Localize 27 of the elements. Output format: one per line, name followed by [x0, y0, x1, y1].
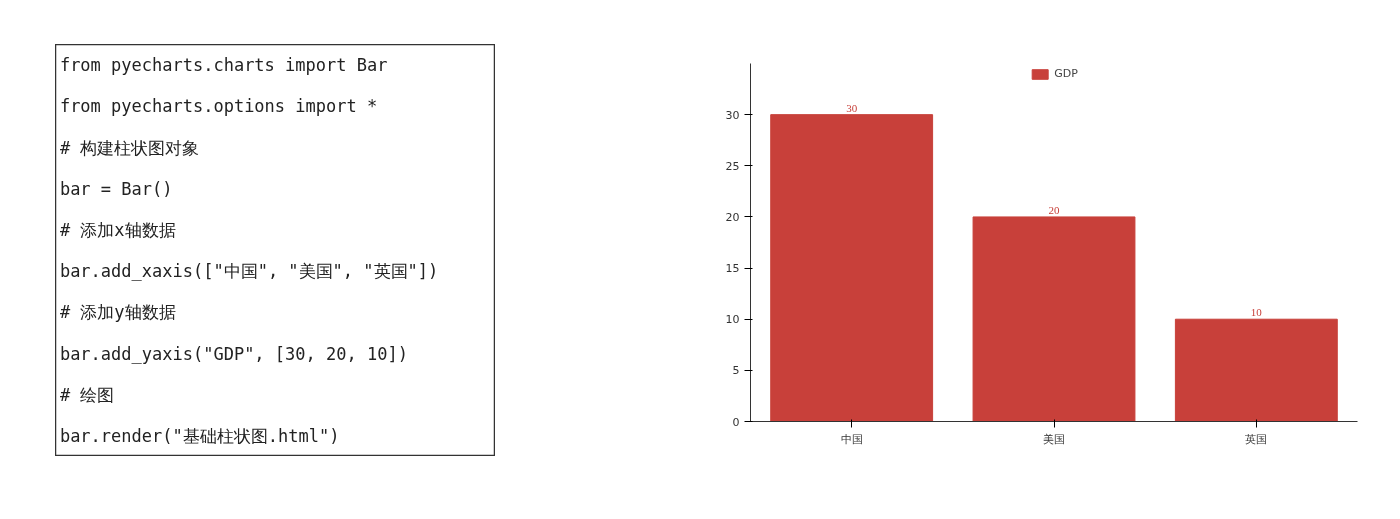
- y-tick-label: 25: [725, 159, 740, 173]
- data-label: 10: [1250, 306, 1263, 319]
- text: bar = Bar(): [59, 178, 173, 199]
- data-label: 20: [1048, 203, 1060, 216]
- text: # 添加x轴数据: [59, 219, 176, 240]
- bar: [770, 114, 934, 422]
- x-tick-label: 英国: [1245, 432, 1268, 446]
- x-tick-label: 美国: [1043, 432, 1065, 446]
- text: # 构建柱状图对象: [59, 137, 200, 158]
- bar: [972, 216, 1136, 422]
- text: bar.render("基础柱状图.html"): [59, 425, 340, 446]
- y-tick-label: 5: [732, 364, 740, 378]
- text: bar.add_xaxis(["中国", "美国", "英国"]): [59, 261, 439, 282]
- x-tick-label: 中国: [840, 432, 863, 446]
- data-label: 30: [846, 101, 858, 114]
- y-tick-label: 0: [732, 415, 740, 429]
- y-tick-label: 15: [725, 262, 740, 276]
- text: from pyecharts.options import *: [59, 96, 378, 117]
- text: from pyecharts.charts import Bar: [59, 55, 388, 76]
- y-tick-label: 20: [725, 210, 740, 224]
- text: # 添加y轴数据: [59, 302, 176, 323]
- text: # 绘图: [59, 384, 115, 405]
- y-tick-label: 10: [725, 313, 740, 327]
- y-tick-label: 30: [725, 108, 740, 122]
- legend-label: GDP: [1054, 67, 1078, 80]
- text: bar.add_yaxis("GDP", [30, 20, 10]): [59, 343, 408, 364]
- bar: [1174, 318, 1338, 422]
